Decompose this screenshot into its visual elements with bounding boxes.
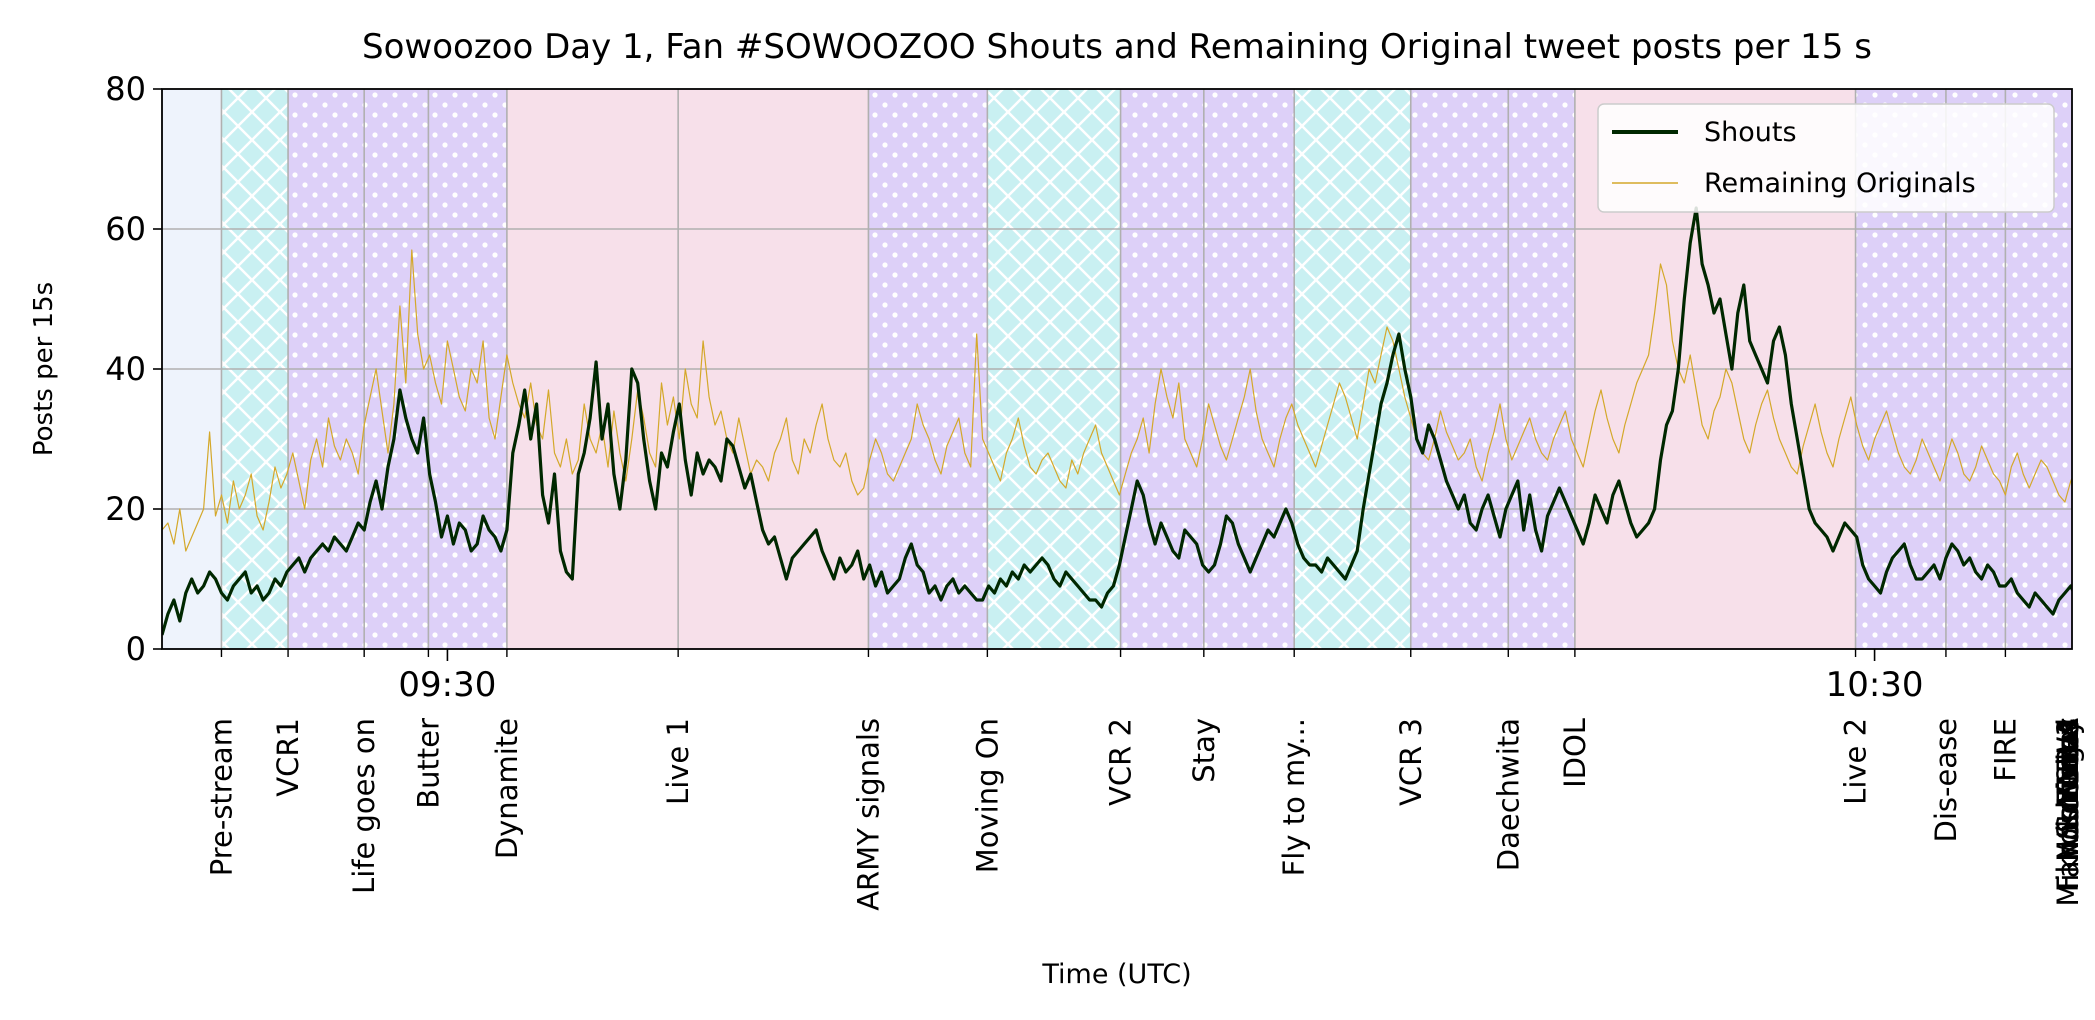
segment-label-idol: IDOL [1558,718,1592,788]
series-layer [162,206,2072,636]
y-axis: 0 20 40 60 80 [105,70,162,668]
segment-label-vcr1: VCR1 [271,718,305,797]
segment-label-moving-on: Moving On [970,718,1004,873]
segment-label-butter: Butter [411,718,445,809]
segment-label-live-1: Live 1 [661,718,695,805]
y-tick-label-0: 0 [126,630,146,668]
legend: Shouts Remaining Originals [1597,103,2055,213]
legend-label-shouts: Shouts [1704,117,1797,148]
segment-label-not-today: Not Today [2051,718,2085,862]
segment-label-army-signals: ARMY signals [851,718,885,911]
segment-label-fan-screens: Fan Screens [2051,718,2085,892]
y-axis-label: Posts per 15s [29,282,59,456]
segment-label-so-what: So What [2051,718,2085,840]
segment-label-vcr-4: VCR 4 [2051,718,2085,806]
series-line-remaining-originals [162,249,2072,552]
segment-label-fire: FIRE [1988,718,2022,782]
segment-label-wishing: Wishing... [2051,718,2085,860]
segment-label-end: End [2051,718,2085,773]
segment-label-pre-stream: Pre-stream [205,718,239,876]
y-tick-label-60: 60 [105,210,146,248]
y-tick-label-20: 20 [105,490,146,528]
segment-label-mikrokosmos: Mikrokosmos [2051,718,2085,907]
segment-label-dynamite: Dynamite [490,718,524,859]
segment-label-fly-to-my: Fly to my... [1277,718,1311,876]
chart-title: Sowoozoo Day 1, Fan #SOWOOZOO Shouts and… [362,27,1872,67]
segment-label-live-2: Live 2 [1839,718,1873,805]
legend-box [1597,103,2055,213]
segment-label-ynwa: YNWA [2051,718,2085,805]
grid [162,89,2072,649]
y-tick-label-80: 80 [105,70,146,108]
segment-label-stay: Stay [1187,718,1221,783]
segment-label-vcr-3: VCR 3 [1394,718,1428,806]
x-tick-label-09-30: 09:30 [398,665,496,705]
y-tick-label-40: 40 [105,350,146,388]
segment-labels: Pre-stream VCR1 Life goes on Butter Dynamite… [205,649,2085,911]
segment-label-live-3: Live 3 [2051,718,2085,805]
segment-label-live-4: Live 4 [2051,718,2085,805]
legend-label-remaining-originals: Remaining Originals [1704,168,1976,199]
x-tick-label-10-30: 10:30 [1826,665,1924,705]
segment-label-dis-ease: Dis-ease [1929,718,1963,843]
segment-label-vcr-2: VCR 2 [1104,718,1138,806]
x-axis-label: Time (UTC) [1041,959,1191,990]
segment-label-life-goes-on: Life goes on [347,718,381,894]
series-line-shouts [162,206,2072,636]
segment-label-daechwita: Daechwita [1491,718,1525,871]
